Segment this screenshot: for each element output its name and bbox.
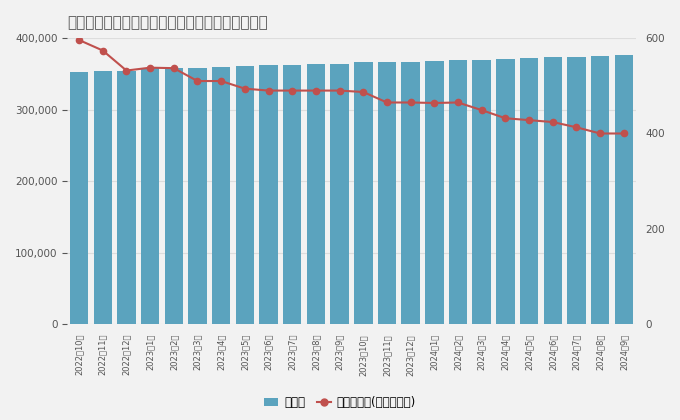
Bar (591, 56, 609, 324)
Bar (235, 66, 254, 324)
Bar (188, 68, 207, 324)
Bar (283, 65, 301, 324)
Text: マネーパートナーズの口座数と預かり資産の推移: マネーパートナーズの口座数と預かり資産の推移 (67, 15, 268, 30)
Bar (117, 71, 136, 324)
Bar (543, 58, 562, 324)
Bar (70, 72, 88, 324)
Bar (377, 63, 396, 324)
Bar (330, 64, 349, 324)
Bar (473, 60, 491, 324)
Bar (94, 71, 112, 324)
Bar (567, 57, 585, 324)
Bar (401, 62, 420, 324)
Bar (165, 68, 183, 324)
Bar (496, 59, 515, 324)
Bar (212, 67, 231, 324)
Bar (141, 68, 159, 324)
Bar (615, 55, 633, 324)
Legend: 口座数, 預かり資産(単位：億円): 口座数, 預かり資産(単位：億円) (259, 392, 421, 414)
Bar (425, 61, 443, 324)
Bar (449, 60, 467, 324)
Bar (259, 65, 277, 324)
Bar (520, 58, 539, 324)
Bar (307, 64, 325, 324)
Bar (354, 63, 373, 324)
